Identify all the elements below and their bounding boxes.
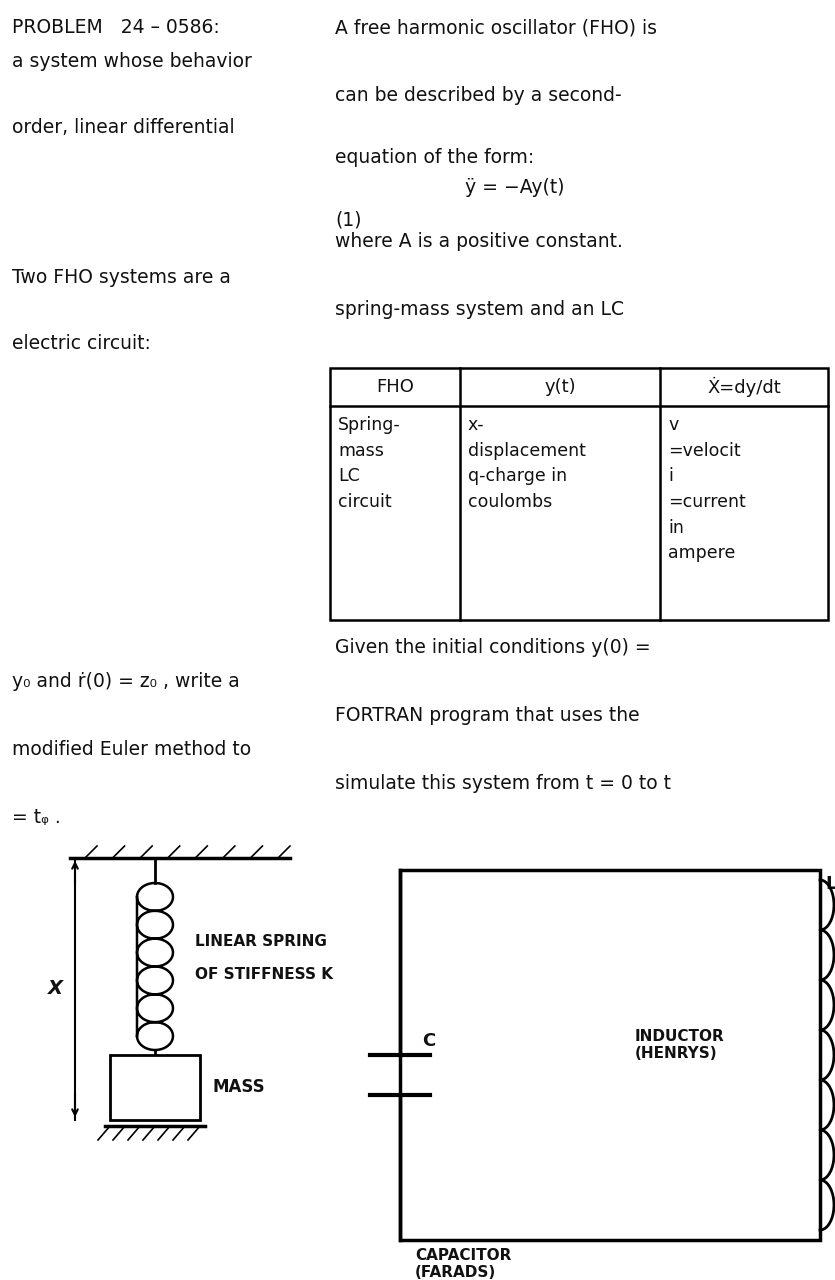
Text: y₀ and ṙ(0) = z₀ , write a: y₀ and ṙ(0) = z₀ , write a — [12, 672, 240, 691]
Text: Spring-
mass
LC
circuit: Spring- mass LC circuit — [338, 416, 401, 511]
Text: OF STIFFNESS K: OF STIFFNESS K — [195, 968, 333, 982]
Text: simulate this system from t = 0 to t: simulate this system from t = 0 to t — [335, 774, 671, 794]
Text: M: M — [145, 1078, 164, 1097]
Text: L: L — [825, 876, 835, 893]
Text: x-
displacement
q-charge in
coulombs: x- displacement q-charge in coulombs — [468, 416, 586, 511]
Text: A free harmonic oscillator (FHO) is: A free harmonic oscillator (FHO) is — [335, 18, 657, 37]
Text: Ẋ=dy/dt: Ẋ=dy/dt — [707, 378, 781, 397]
Text: (1): (1) — [335, 210, 362, 229]
Text: PROBLEM   24 – 0586:: PROBLEM 24 – 0586: — [12, 18, 220, 37]
Text: equation of the form:: equation of the form: — [335, 148, 534, 166]
Text: Two FHO systems are a: Two FHO systems are a — [12, 268, 230, 287]
Text: X: X — [48, 979, 63, 998]
Text: where A is a positive constant.: where A is a positive constant. — [335, 232, 623, 251]
Text: C: C — [422, 1032, 435, 1050]
Text: v
=velocit
i
=current
in
ampere: v =velocit i =current in ampere — [668, 416, 746, 562]
Text: MASS: MASS — [212, 1079, 265, 1097]
Text: FHO: FHO — [376, 378, 414, 396]
Text: modified Euler method to: modified Euler method to — [12, 740, 251, 759]
Text: electric circuit:: electric circuit: — [12, 334, 151, 353]
Bar — [400, 870, 820, 1240]
Text: can be described by a second-: can be described by a second- — [335, 86, 621, 105]
Text: = tᵩ .: = tᵩ . — [12, 808, 61, 827]
Text: Given the initial conditions y(0) =: Given the initial conditions y(0) = — [335, 637, 650, 657]
Text: a system whose behavior: a system whose behavior — [12, 52, 252, 70]
Text: y(t): y(t) — [544, 378, 576, 396]
Text: CAPACITOR
(FARADS): CAPACITOR (FARADS) — [415, 1248, 511, 1280]
Text: ÿ = −Ay(t): ÿ = −Ay(t) — [465, 178, 564, 197]
Text: LINEAR SPRING: LINEAR SPRING — [195, 934, 326, 948]
Text: INDUCTOR
(HENRYS): INDUCTOR (HENRYS) — [635, 1029, 725, 1061]
Bar — [330, 369, 828, 620]
Text: order, linear differential: order, linear differential — [12, 118, 235, 137]
Bar — [110, 1055, 200, 1120]
Text: FORTRAN program that uses the: FORTRAN program that uses the — [335, 707, 640, 724]
Text: spring-mass system and an LC: spring-mass system and an LC — [335, 300, 624, 319]
